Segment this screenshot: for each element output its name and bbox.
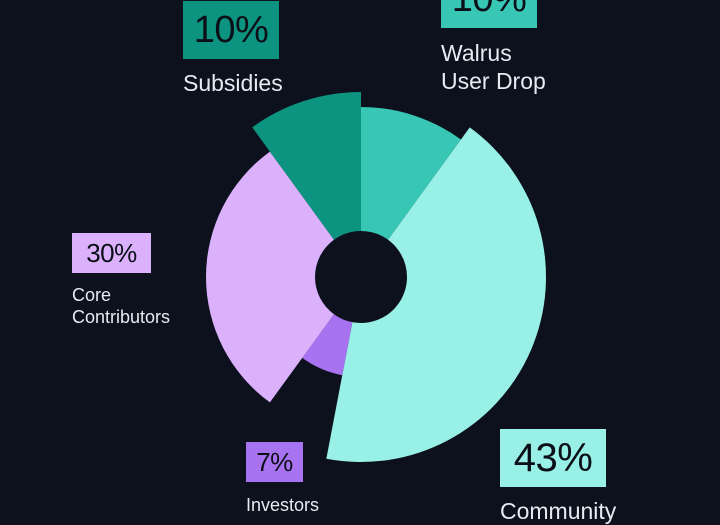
- walrus-user-drop-percent-badge: 10%: [441, 0, 537, 28]
- core-contributors-label: Core Contributors: [72, 285, 170, 328]
- investors-label-line-1: Investors: [246, 495, 320, 515]
- community-label-line-1: Community: [500, 498, 617, 524]
- investors-label: Investors: [246, 495, 319, 517]
- subsidies-slice: [252, 92, 361, 240]
- investors-percent-badge: 7%: [246, 442, 303, 482]
- core-contributors-slice: [205, 151, 334, 403]
- community-slice: [326, 127, 547, 463]
- investors-slice: [302, 314, 353, 376]
- core-contributors-label-line-2: Contributors: [72, 306, 171, 327]
- core-contributors-label-line-1: Core: [72, 285, 112, 305]
- core-contributors-percent-badge: 30%: [72, 233, 151, 273]
- walrus-user-drop-label-line-1: Walrus: [441, 40, 512, 66]
- community-label: Community: [500, 498, 616, 525]
- subsidies-label-line-1: Subsidies: [183, 70, 283, 96]
- walrus-user-drop-label: Walrus User Drop: [441, 40, 546, 95]
- walrus-user-drop-slice: [361, 107, 461, 240]
- subsidies-label: Subsidies: [183, 70, 283, 98]
- community-percent-badge: 43%: [500, 429, 606, 487]
- subsidies-percent-badge: 10%: [183, 1, 279, 59]
- walrus-user-drop-label-line-2: User Drop: [441, 67, 546, 94]
